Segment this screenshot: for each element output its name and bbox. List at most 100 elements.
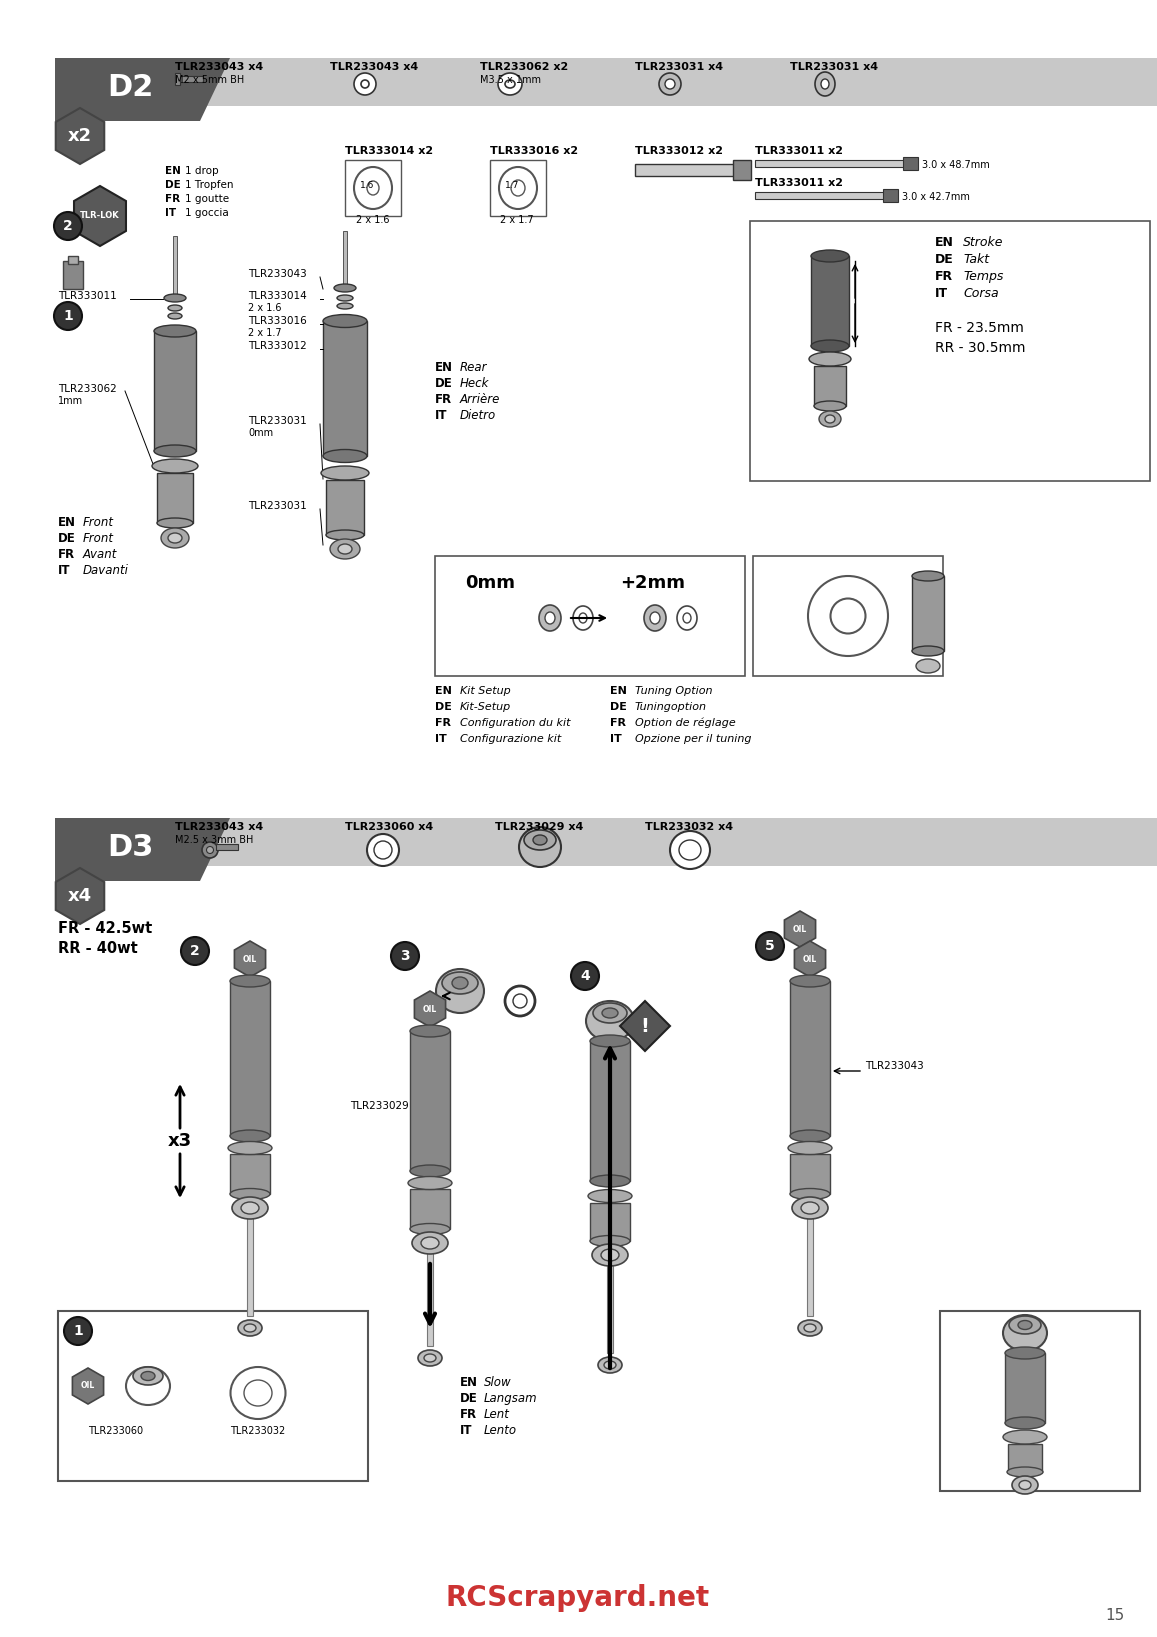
Ellipse shape — [374, 841, 392, 859]
Text: x2: x2 — [68, 128, 93, 146]
Text: 3: 3 — [400, 949, 410, 963]
Ellipse shape — [590, 1236, 631, 1246]
Bar — [410, 1188, 450, 1229]
Polygon shape — [620, 1000, 670, 1051]
Ellipse shape — [323, 314, 367, 327]
Ellipse shape — [670, 832, 710, 869]
Text: EN: EN — [435, 362, 454, 373]
Text: 2: 2 — [64, 219, 73, 232]
Bar — [230, 1154, 270, 1193]
Ellipse shape — [126, 1367, 170, 1405]
Text: Tuningoption: Tuningoption — [635, 702, 707, 712]
Bar — [808, 977, 812, 981]
Text: RR - 40wt: RR - 40wt — [58, 941, 138, 956]
Ellipse shape — [337, 303, 353, 309]
Bar — [491, 160, 546, 216]
Ellipse shape — [1005, 1418, 1045, 1429]
Text: DE: DE — [435, 702, 452, 712]
Ellipse shape — [410, 1025, 450, 1036]
Ellipse shape — [152, 458, 198, 473]
Text: FR: FR — [935, 270, 953, 283]
Ellipse shape — [519, 827, 561, 868]
Ellipse shape — [164, 295, 186, 301]
Ellipse shape — [665, 79, 675, 88]
Ellipse shape — [504, 80, 515, 88]
Bar — [883, 188, 898, 201]
Text: Configuration du kit: Configuration du kit — [460, 719, 570, 728]
Bar — [246, 1216, 253, 1316]
Ellipse shape — [323, 450, 367, 463]
Text: Tuning Option: Tuning Option — [635, 686, 713, 696]
Ellipse shape — [230, 976, 270, 987]
Ellipse shape — [230, 1367, 286, 1419]
Ellipse shape — [241, 1202, 259, 1215]
Bar — [68, 255, 78, 264]
Polygon shape — [784, 912, 816, 946]
Bar — [345, 160, 401, 216]
Bar — [790, 981, 830, 1136]
Bar — [590, 1203, 631, 1241]
Bar — [157, 473, 193, 522]
Ellipse shape — [819, 411, 841, 427]
Ellipse shape — [912, 571, 944, 581]
Polygon shape — [56, 108, 104, 164]
Text: 5: 5 — [765, 940, 775, 953]
Text: M2 x 5mm BH: M2 x 5mm BH — [175, 75, 244, 85]
Ellipse shape — [809, 352, 852, 367]
Text: Dietro: Dietro — [460, 409, 496, 422]
Bar — [607, 1264, 613, 1354]
Bar — [590, 1041, 631, 1180]
Ellipse shape — [412, 1233, 448, 1254]
Bar — [342, 231, 347, 286]
Ellipse shape — [545, 612, 555, 624]
Ellipse shape — [539, 606, 561, 630]
Text: Front: Front — [83, 532, 115, 545]
Bar — [734, 160, 751, 180]
Text: TLR233060 x4: TLR233060 x4 — [345, 822, 433, 832]
Text: TLR333016 x2: TLR333016 x2 — [491, 146, 578, 156]
Text: DE: DE — [58, 532, 75, 545]
Text: 2 x 1.7: 2 x 1.7 — [500, 214, 533, 224]
Text: IT: IT — [58, 565, 71, 576]
Bar — [902, 157, 918, 170]
Text: Slow: Slow — [484, 1377, 511, 1390]
Text: Rear: Rear — [460, 362, 487, 373]
Bar — [175, 74, 180, 85]
Text: 3.0 x 42.7mm: 3.0 x 42.7mm — [902, 192, 970, 201]
Text: IT: IT — [435, 409, 448, 422]
Text: FR - 23.5mm: FR - 23.5mm — [935, 321, 1024, 336]
Ellipse shape — [1012, 1477, 1038, 1495]
Text: 0mm: 0mm — [465, 575, 515, 593]
Ellipse shape — [598, 1357, 622, 1373]
Ellipse shape — [788, 1141, 832, 1154]
Ellipse shape — [230, 1130, 270, 1143]
Ellipse shape — [912, 647, 944, 656]
Ellipse shape — [533, 835, 547, 845]
Ellipse shape — [499, 167, 537, 210]
Bar — [756, 192, 885, 200]
Ellipse shape — [790, 976, 830, 987]
Ellipse shape — [825, 416, 835, 422]
Ellipse shape — [804, 1324, 816, 1333]
Ellipse shape — [408, 1177, 452, 1190]
Text: Lento: Lento — [484, 1424, 517, 1437]
Ellipse shape — [133, 1367, 163, 1385]
Ellipse shape — [790, 1188, 830, 1200]
Bar — [912, 576, 944, 652]
Text: DE: DE — [935, 254, 953, 265]
Ellipse shape — [821, 79, 830, 88]
Bar — [811, 255, 849, 345]
Text: 2: 2 — [190, 945, 200, 958]
Ellipse shape — [801, 1202, 819, 1215]
Bar — [410, 1031, 450, 1170]
Ellipse shape — [244, 1380, 272, 1406]
Text: !: ! — [641, 1017, 649, 1036]
Text: D2: D2 — [106, 74, 153, 101]
Ellipse shape — [1019, 1480, 1031, 1490]
Ellipse shape — [326, 530, 364, 540]
Text: 2 x 1.6: 2 x 1.6 — [248, 303, 281, 313]
Ellipse shape — [421, 1238, 439, 1249]
Ellipse shape — [442, 972, 478, 994]
Text: Davanti: Davanti — [83, 565, 128, 576]
Text: 1: 1 — [64, 309, 73, 322]
